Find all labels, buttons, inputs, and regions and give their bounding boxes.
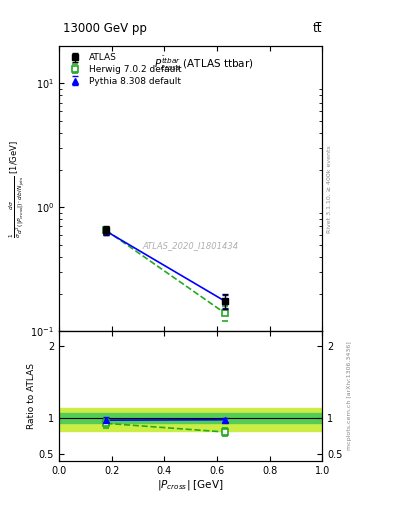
Text: $P^{\bar{t}tbar}_{cross}$ (ATLAS ttbar): $P^{\bar{t}tbar}_{cross}$ (ATLAS ttbar): [154, 55, 253, 73]
Text: 13000 GeV pp: 13000 GeV pp: [63, 22, 147, 35]
Y-axis label: Rivet 3.1.10, ≥ 400k events: Rivet 3.1.10, ≥ 400k events: [327, 145, 331, 232]
X-axis label: $|P_{cross}|$ [GeV]: $|P_{cross}|$ [GeV]: [157, 478, 224, 493]
Legend: ATLAS, Herwig 7.0.2 default, Pythia 8.308 default: ATLAS, Herwig 7.0.2 default, Pythia 8.30…: [63, 51, 184, 89]
Text: tt̅: tt̅: [313, 22, 322, 35]
Bar: [59, 408, 322, 431]
Bar: [59, 413, 322, 422]
Y-axis label: mcplots.cern.ch [arXiv:1306.3436]: mcplots.cern.ch [arXiv:1306.3436]: [347, 342, 352, 451]
Y-axis label: Ratio to ATLAS: Ratio to ATLAS: [27, 363, 36, 429]
Text: ATLAS_2020_I1801434: ATLAS_2020_I1801434: [143, 241, 239, 250]
Y-axis label: $\frac{1}{\sigma}\frac{d\sigma}{d^2(|P_{cross}|)\cdot dbl\,N_{jets}}$ [1/GeV]: $\frac{1}{\sigma}\frac{d\sigma}{d^2(|P_{…: [8, 140, 28, 238]
